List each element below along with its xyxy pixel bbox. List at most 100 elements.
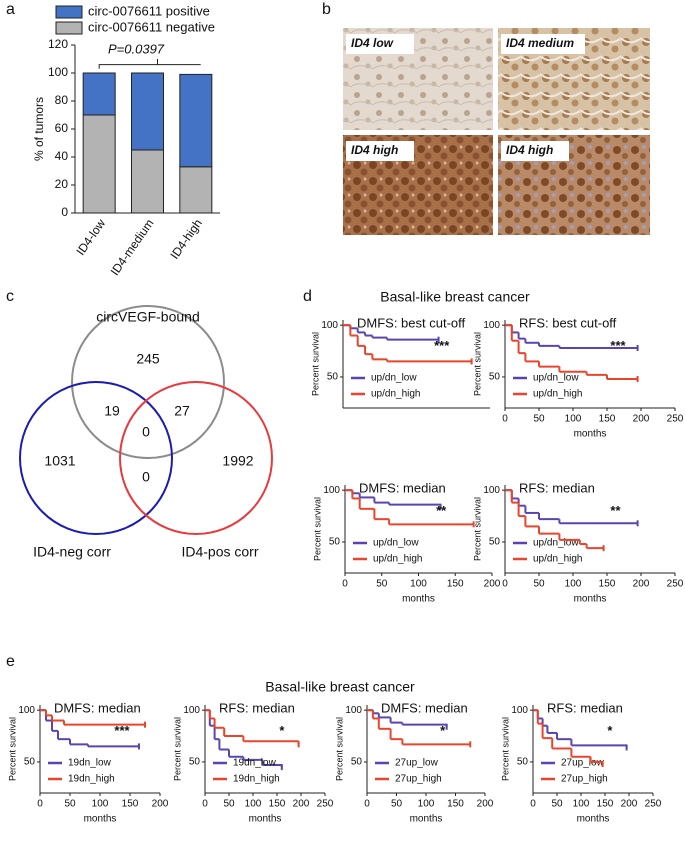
x-tick-label: 200 — [633, 579, 650, 590]
legend-label: up/dn_low — [373, 538, 419, 549]
x-tick-label: 0 — [502, 579, 508, 590]
panel-label: e — [6, 653, 15, 670]
legend-label: 19dn_low — [68, 758, 112, 769]
panel-label: a — [6, 1, 15, 18]
x-tick-label: 150 — [599, 414, 616, 425]
x-axis-label: months — [402, 594, 435, 605]
x-tick-label: 200 — [484, 579, 501, 590]
y-tick-label: 80 — [55, 93, 69, 107]
significance: ** — [610, 503, 621, 518]
venn-count: 27 — [174, 403, 190, 419]
significance: * — [440, 723, 446, 738]
x-tick-label: 100 — [573, 799, 590, 810]
chart-title: RFS: median — [219, 700, 295, 715]
image-label-box — [346, 141, 414, 161]
x-axis-label: months — [574, 594, 607, 605]
y-tick-label: 100 — [183, 705, 200, 716]
chart-title: RFS: median — [547, 700, 623, 715]
x-tick-label: 100 — [565, 414, 582, 425]
panel-label: d — [303, 288, 312, 305]
y-axis-label: Percent survival — [310, 332, 320, 396]
x-tick-label: 0 — [37, 799, 43, 810]
significance: ** — [436, 503, 447, 518]
y-tick-label: 100 — [511, 705, 528, 716]
x-axis-label: months — [249, 814, 282, 825]
x-tick-label: 50 — [64, 799, 76, 810]
venn-count: 1992 — [222, 453, 253, 469]
y-tick-label: 0 — [61, 205, 68, 219]
bar-segment — [131, 72, 164, 151]
image-label: ID4 medium — [506, 36, 574, 50]
chart-title: DMFS: median — [54, 700, 141, 715]
x-tick-label: 250 — [667, 414, 684, 425]
x-axis-label: months — [574, 429, 607, 440]
chart-title: RFS: best cut-off — [519, 315, 617, 330]
significance: *** — [610, 338, 626, 353]
venn-count: 0 — [142, 469, 150, 485]
y-tick-label: 100 — [483, 320, 500, 331]
x-tick-label: 0 — [364, 799, 370, 810]
y-tick-label: 50 — [329, 537, 341, 548]
image-label: ID4 low — [351, 36, 394, 50]
y-axis-label: % of tumors — [32, 97, 46, 161]
bar-segment — [82, 114, 116, 214]
y-tick-label: 100 — [48, 65, 68, 79]
x-tick-label: 0 — [202, 799, 208, 810]
legend-label: up/dn_low — [371, 373, 417, 384]
x-tick-label: 50 — [391, 799, 403, 810]
venn-set-label: circVEGF-bound — [96, 309, 199, 325]
x-tick-label: ID4-medium — [108, 217, 157, 279]
venn-circle — [119, 381, 273, 535]
x-tick-label: 250 — [317, 799, 334, 810]
x-tick-label: 250 — [667, 579, 684, 590]
legend-label: 19dn_high — [68, 774, 115, 785]
x-tick-label: 50 — [223, 799, 235, 810]
legend-label: circ-0076611 positive — [88, 3, 210, 18]
y-tick-label: 50 — [489, 537, 501, 548]
x-tick-label: 200 — [152, 799, 169, 810]
significance: * — [279, 723, 285, 738]
x-tick-label: 200 — [633, 414, 650, 425]
venn-circle — [71, 305, 225, 459]
x-tick-label: 150 — [122, 799, 139, 810]
x-axis-label: months — [577, 814, 610, 825]
x-tick-label: 150 — [599, 579, 616, 590]
y-axis-label: Percent survival — [334, 717, 344, 781]
chart-title: RFS: median — [519, 480, 595, 495]
x-tick-label: ID4-high — [167, 217, 204, 262]
y-tick-label: 100 — [18, 705, 35, 716]
image-label-box — [501, 141, 569, 161]
x-tick-label: 100 — [410, 579, 427, 590]
legend-label: circ-0076611 negative — [88, 19, 215, 34]
p-value: P=0.0397 — [108, 41, 165, 56]
y-axis-label: Percent survival — [472, 497, 482, 561]
x-tick-label: 100 — [245, 799, 262, 810]
y-tick-label: 100 — [321, 320, 338, 331]
x-tick-label: 0 — [502, 414, 508, 425]
y-axis-label: Percent survival — [500, 717, 510, 781]
x-tick-label: 50 — [551, 799, 563, 810]
x-tick-label: 50 — [376, 579, 388, 590]
y-tick-label: 50 — [327, 372, 339, 383]
x-tick-label: 250 — [645, 799, 662, 810]
x-tick-label: 100 — [418, 799, 435, 810]
x-tick-label: 150 — [447, 799, 464, 810]
significance: *** — [434, 338, 450, 353]
legend-label: up/dn_low — [533, 538, 579, 549]
legend-label: up/dn_low — [533, 373, 579, 384]
y-tick-label: 50 — [24, 757, 36, 768]
x-tick-label: 150 — [269, 799, 286, 810]
legend-label: 27up_high — [561, 774, 608, 785]
x-tick-label: 50 — [533, 579, 545, 590]
legend-label: 27up_high — [395, 774, 442, 785]
y-tick-label: 50 — [517, 757, 529, 768]
panel-label: c — [6, 288, 14, 305]
y-tick-label: 60 — [55, 121, 69, 135]
y-tick-label: 50 — [489, 372, 501, 383]
chart-title: DMFS: best cut-off — [357, 315, 466, 330]
legend-label: 19dn_high — [233, 774, 280, 785]
legend-label: up/dn_high — [533, 554, 583, 565]
legend-label: 27up_low — [561, 758, 605, 769]
venn-count: 19 — [104, 403, 120, 419]
venn-set-label: ID4-neg corr — [33, 544, 111, 560]
